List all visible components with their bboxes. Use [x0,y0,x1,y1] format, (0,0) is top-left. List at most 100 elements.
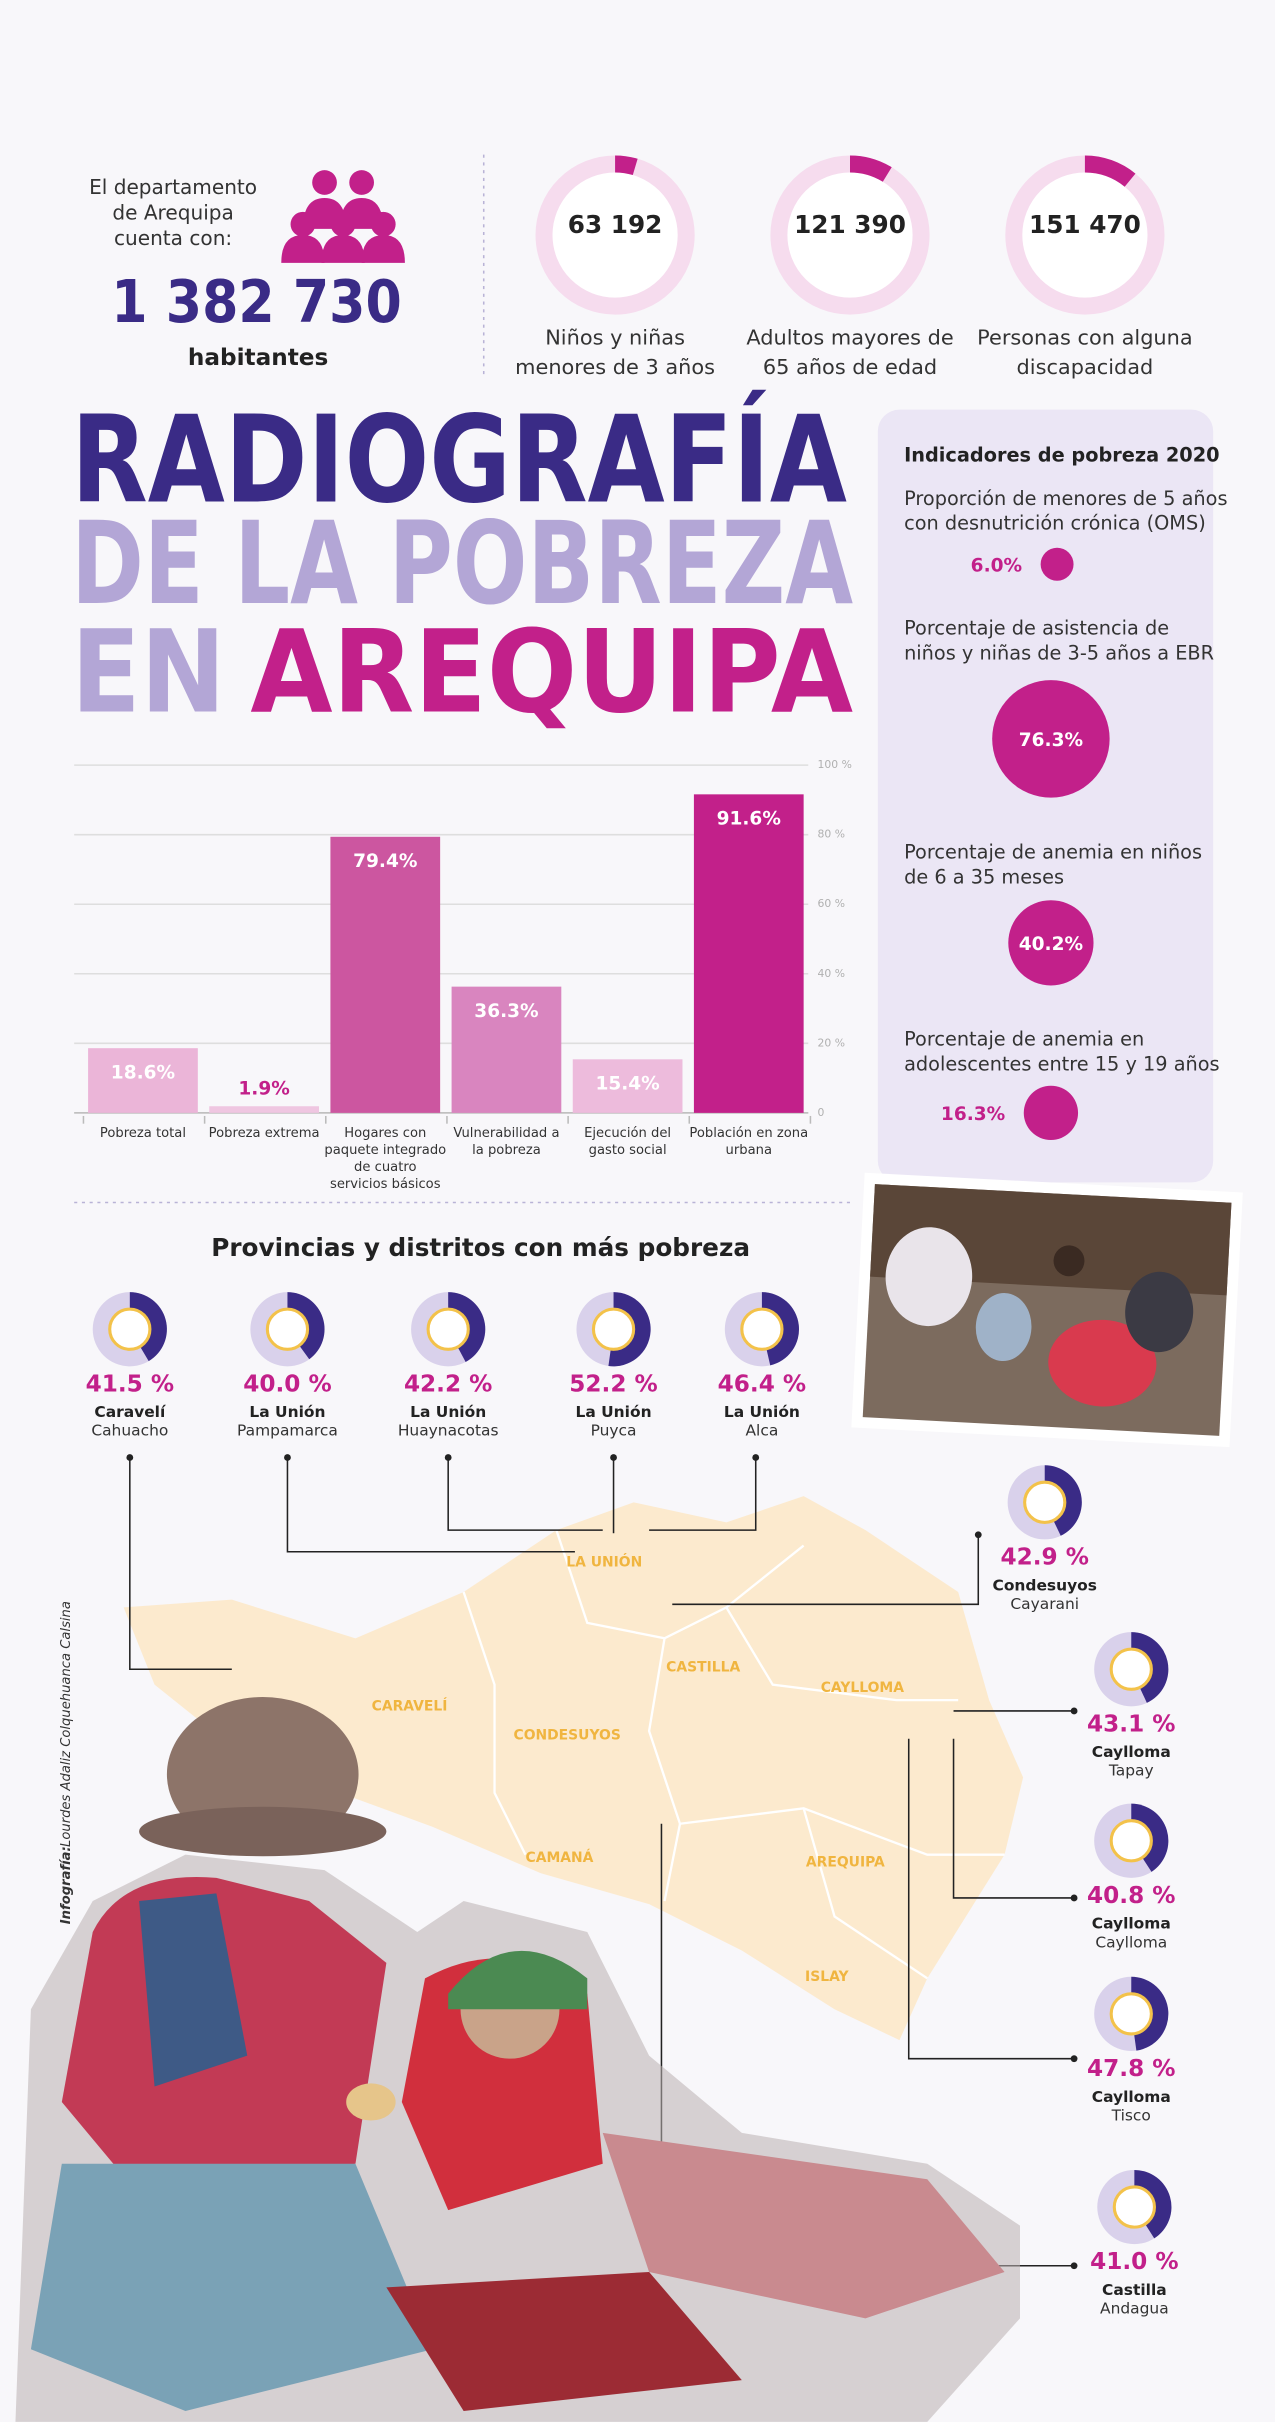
province-name: Caylloma [1092,1743,1171,1761]
indicators-title: Indicadores de pobreza 2020 [904,444,1219,467]
connector-dots [126,1454,1078,2270]
indicator-bubble [992,680,1110,798]
bar [88,1048,198,1113]
province-value: 47.8 % [1087,2055,1175,2082]
province-name: Caylloma [1092,2088,1171,2106]
stat-value: 151 470 [1029,210,1141,239]
indicator-bubble [1008,900,1094,986]
donut-hole [265,1307,310,1351]
province-name: Condesuyos [992,1576,1096,1594]
region-label: CASTILLA [666,1660,740,1676]
bar-value-label: 91.6% [717,809,781,830]
bar-value-label: 18.6% [111,1062,175,1083]
province-value: 46.4 % [718,1370,806,1397]
indicator-value: 16.3% [941,1104,1005,1125]
donut-hole [108,1307,152,1351]
province-value: 43.1 % [1087,1710,1175,1737]
title-line: RADIOGRAFÍA [71,389,847,531]
indicator-value: 6.0% [971,555,1022,576]
bar [572,1059,683,1113]
indicator-text: Porcentaje de asistencia de [904,617,1169,640]
donut-hole [591,1307,636,1351]
province-value: 40.0 % [243,1370,331,1397]
indicator-value: 40.2% [1019,934,1083,955]
bar-value-label: 79.4% [353,851,417,872]
indicator-text: con desnutrición crónica (OMS) [904,512,1206,535]
y-tick-label: 60 % [818,897,845,910]
stat-value: 121 390 [794,210,906,239]
indicator-bubble [1023,1085,1079,1141]
province-value: 41.5 % [86,1370,174,1397]
family-photo [15,1697,1021,2422]
title-line: EN [71,605,226,738]
stat-caption: Personas con alguna [977,326,1192,350]
province-value: 52.2 % [569,1370,657,1397]
provinces-title: Provincias y distritos con más pobreza [211,1233,750,1262]
province-name: La Unión [576,1403,652,1421]
district-name: Caylloma [1095,1933,1167,1951]
y-tick-label: 80 % [818,828,845,841]
region-label: ISLAY [805,1969,849,1985]
x-tick-label: Hogares con paquete integrado de cuatro ser… [324,1125,446,1191]
intro-text: de Arequipa [112,201,233,225]
indicator-text: Porcentaje de anemia en [904,1028,1144,1051]
bar [693,794,804,1113]
people-icon [281,170,405,263]
y-tick-label: 0 [818,1106,825,1119]
stat-caption: Niños y niñas [545,326,685,350]
population: 1 382 730 [111,267,402,336]
province-name: La Unión [249,1403,325,1421]
province-name: Castilla [1102,2281,1167,2299]
district-name: Pampamarca [237,1422,338,1440]
province-value: 40.8 % [1087,1882,1175,1909]
province-value: 41.0 % [1090,2248,1178,2275]
district-name: Alca [746,1422,779,1440]
district-name: Cayarani [1010,1595,1079,1613]
district-name: Tisco [1111,2106,1151,2124]
district-name: Huaynacotas [398,1422,499,1440]
donut-hole [426,1307,470,1351]
credit: Infografía:Lourdes Adaliz Colquehuanca C… [59,1601,74,1924]
donut-hole [1112,2185,1156,2229]
title-line: AREQUIPA [250,605,853,738]
map [123,1496,1024,2041]
x-tick-label: Pobreza extrema [209,1125,320,1140]
stat-arc [1084,155,1136,187]
province-name: La Unión [410,1403,486,1421]
title-line: DE LA POBREZA [71,497,853,630]
donut-hole [1109,1647,1153,1691]
children-photo [851,1172,1243,1448]
population-unit: habitantes [188,344,328,371]
province-name: La Unión [724,1403,800,1421]
bar [209,1106,319,1113]
indicator-text: de 6 a 35 meses [904,865,1064,888]
credit-author: Lourdes Adaliz Colquehuanca Calsina [59,1601,74,1847]
donut-hole [740,1307,784,1351]
stat-value: 63 192 [568,210,663,239]
region-label: CAYLLOMA [821,1680,905,1696]
region-label: CONDESUYOS [514,1728,621,1744]
province-value: 42.2 % [404,1370,492,1397]
province-value: 42.9 % [1000,1543,1088,1570]
intro-text: El departamento [89,175,257,199]
stat-ring [535,155,695,315]
donut-hole [1023,1480,1067,1524]
indicator-text: adolescentes entre 15 y 19 años [904,1052,1220,1075]
region-label: CAMANÁ [526,1848,594,1866]
stat-caption: menores de 3 años [515,355,715,379]
district-name: Cahuacho [91,1422,168,1440]
province-name: Caravelí [94,1403,166,1421]
district-name: Tapay [1108,1762,1154,1780]
bar-value-label: 1.9% [238,1079,289,1100]
y-tick-label: 40 % [818,967,845,980]
bar [451,986,562,1113]
bar-value-label: 15.4% [595,1074,659,1095]
indicator-value: 76.3% [1019,730,1083,751]
x-tick-label: Población en zona urbana [689,1125,808,1157]
indicator-text: niños y niñas de 3-5 años a EBR [904,641,1214,664]
stat-caption: discapacidad [1017,355,1154,379]
x-tick-label: Vulnerabilidad a la pobreza [453,1125,559,1157]
district-name: Andagua [1100,2300,1169,2318]
donut-hole [1109,1819,1153,1863]
stat-arc [614,155,638,176]
